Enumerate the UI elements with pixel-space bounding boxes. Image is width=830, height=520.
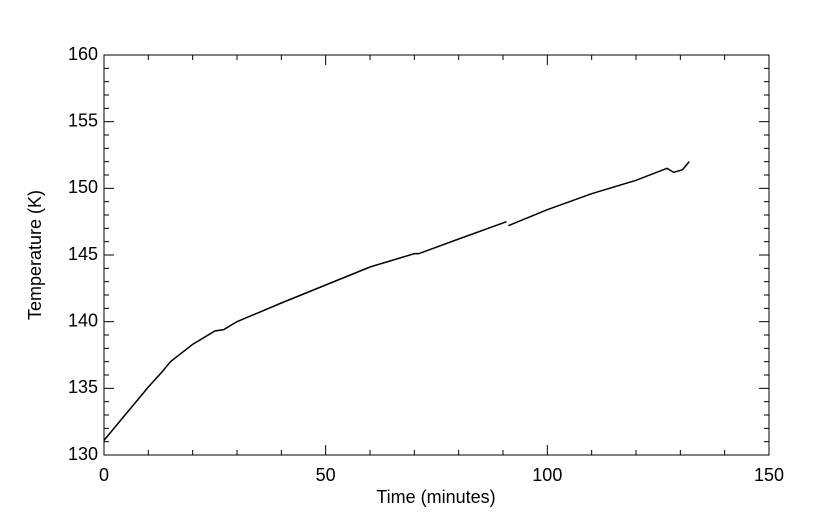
x-tick-label: 50 [316,465,336,485]
y-axis-label: Temperature (K) [25,190,45,320]
y-tick-label: 150 [68,177,98,197]
x-tick-label: 150 [754,465,784,485]
y-tick-label: 155 [68,110,98,130]
x-tick-label: 0 [99,465,109,485]
x-tick-label: 100 [532,465,562,485]
data-line [103,161,690,441]
y-tick-label: 140 [68,310,98,330]
x-axis-label: Time (minutes) [376,487,495,507]
plot-frame [103,54,770,456]
y-tick-label: 130 [68,444,98,464]
y-tick-label: 160 [68,44,98,64]
y-tick-label: 145 [68,244,98,264]
y-tick-label: 135 [68,377,98,397]
